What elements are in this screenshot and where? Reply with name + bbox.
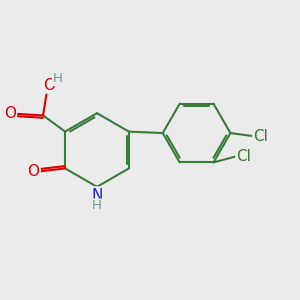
Text: H: H [92, 200, 102, 212]
Text: O: O [28, 164, 40, 179]
Text: Cl: Cl [236, 149, 251, 164]
Text: N: N [91, 188, 103, 202]
Text: H: H [53, 72, 63, 85]
Text: O: O [4, 106, 16, 122]
Text: Cl: Cl [253, 128, 268, 143]
Text: O: O [43, 78, 55, 93]
